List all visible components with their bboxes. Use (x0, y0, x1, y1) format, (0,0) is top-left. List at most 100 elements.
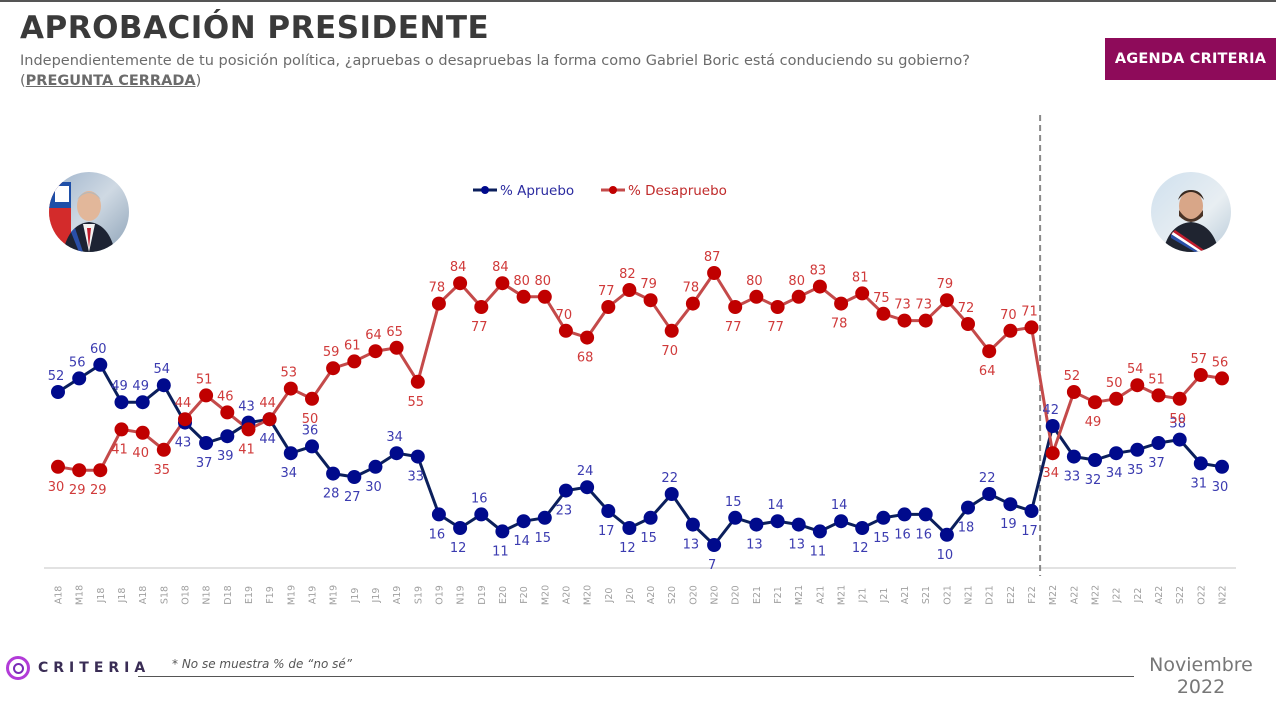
data-point-desapruebo (114, 422, 129, 437)
x-tick-label: F21 (773, 586, 784, 604)
data-point-desapruebo (516, 289, 531, 304)
legend-item-desapruebo: % Desapruebo (601, 183, 727, 199)
data-point-apruebo (685, 517, 700, 532)
data-label-apruebo: 30 (365, 480, 382, 495)
data-point-apruebo (918, 507, 933, 522)
data-label-apruebo: 15 (535, 531, 552, 546)
data-point-desapruebo (347, 354, 362, 369)
data-label-desapruebo: 84 (492, 260, 509, 275)
x-tick-label: A19 (307, 586, 318, 605)
x-tick-label: A22 (1069, 586, 1080, 605)
data-point-apruebo (1003, 497, 1018, 512)
x-tick-label: A21 (900, 586, 911, 605)
x-tick-label: J20 (625, 588, 636, 604)
x-tick-label: N20 (710, 585, 721, 604)
page-title: APROBACIÓN PRESIDENTE (20, 10, 490, 46)
data-point-desapruebo (728, 300, 743, 314)
data-label-desapruebo: 50 (302, 412, 319, 427)
x-tick-label: M20 (583, 585, 594, 605)
data-point-desapruebo (1130, 378, 1145, 393)
data-point-apruebo (156, 378, 171, 393)
x-tick-label: M18 (75, 585, 86, 605)
data-point-apruebo (431, 507, 446, 522)
data-label-apruebo: 16 (471, 491, 488, 506)
x-tick-label: M21 (794, 585, 805, 605)
data-label-desapruebo: 61 (344, 338, 361, 353)
question-end: ) (195, 73, 202, 89)
data-label-apruebo: 28 (323, 487, 340, 502)
data-label-desapruebo: 78 (683, 281, 700, 296)
criteria-logo-icon (6, 656, 30, 680)
top-border (0, 0, 1276, 2)
data-point-desapruebo (791, 289, 806, 304)
data-label-apruebo: 15 (873, 531, 890, 546)
data-label-desapruebo: 80 (788, 274, 805, 289)
data-point-apruebo (389, 446, 404, 461)
x-tick-label: J19 (350, 588, 361, 604)
data-label-apruebo: 37 (1148, 456, 1165, 471)
data-point-desapruebo (241, 422, 256, 437)
data-point-apruebo (664, 487, 679, 501)
data-label-desapruebo: 34 (1042, 466, 1059, 481)
data-label-desapruebo: 46 (217, 389, 234, 404)
data-label-apruebo: 14 (767, 498, 784, 513)
legend-desapruebo-marker (609, 186, 617, 194)
data-point-desapruebo (537, 289, 552, 304)
data-label-apruebo: 13 (746, 538, 763, 553)
question-main: Independientemente de tu posición políti… (20, 53, 970, 89)
data-label-apruebo: 23 (556, 504, 573, 519)
data-label-desapruebo: 77 (767, 320, 784, 335)
data-label-apruebo: 10 (937, 548, 954, 563)
data-label-desapruebo: 83 (810, 264, 827, 279)
x-tick-label: A22 (1154, 586, 1165, 605)
data-point-desapruebo (918, 313, 933, 328)
data-label-desapruebo: 65 (386, 325, 403, 340)
data-label-desapruebo: 79 (640, 277, 657, 292)
data-point-apruebo (1172, 432, 1187, 447)
data-label-apruebo: 16 (915, 527, 932, 542)
data-label-desapruebo: 72 (958, 301, 975, 316)
x-tick-label: A18 (138, 586, 149, 605)
data-point-desapruebo (770, 300, 785, 314)
data-label-apruebo: 34 (386, 430, 403, 445)
data-point-desapruebo (389, 340, 404, 355)
data-label-apruebo: 44 (259, 432, 276, 447)
data-label-desapruebo: 81 (852, 270, 869, 285)
data-label-desapruebo: 77 (598, 284, 615, 299)
data-label-apruebo: 16 (429, 527, 446, 542)
data-label-desapruebo: 64 (979, 364, 996, 379)
data-label-apruebo: 49 (132, 379, 149, 394)
series-points (51, 266, 1229, 552)
x-tick-label: M20 (540, 585, 551, 605)
data-point-desapruebo (178, 412, 192, 427)
criteria-logo-text: CRITERIA (38, 660, 151, 676)
report-month: Noviembre (1149, 654, 1253, 676)
data-label-apruebo: 12 (619, 541, 636, 556)
data-point-desapruebo (1109, 391, 1124, 406)
data-point-apruebo (326, 466, 341, 481)
data-label-desapruebo: 29 (69, 483, 86, 498)
x-tick-label: M22 (1091, 585, 1102, 605)
data-label-apruebo: 7 (708, 558, 716, 573)
data-point-desapruebo (1172, 391, 1187, 406)
data-label-desapruebo: 87 (704, 250, 721, 265)
data-label-desapruebo: 73 (915, 298, 932, 313)
data-point-apruebo (580, 480, 595, 495)
x-tick-label: D21 (985, 585, 996, 604)
data-label-apruebo: 30 (1212, 480, 1229, 495)
x-tick-label: M19 (329, 585, 340, 605)
x-tick-label: O21 (942, 585, 953, 605)
data-point-desapruebo (685, 296, 700, 311)
data-point-apruebo (601, 504, 616, 518)
data-label-desapruebo: 35 (154, 463, 171, 478)
x-tick-label: E20 (498, 586, 509, 604)
data-label-apruebo: 22 (979, 471, 996, 486)
data-point-apruebo (1024, 504, 1039, 518)
data-point-desapruebo (1215, 371, 1229, 386)
data-point-desapruebo (812, 279, 827, 294)
data-label-apruebo: 15 (725, 495, 742, 510)
data-point-desapruebo (580, 330, 595, 345)
data-point-apruebo (114, 395, 129, 410)
x-tick-label: J21 (858, 588, 869, 604)
data-label-apruebo: 54 (154, 362, 171, 377)
